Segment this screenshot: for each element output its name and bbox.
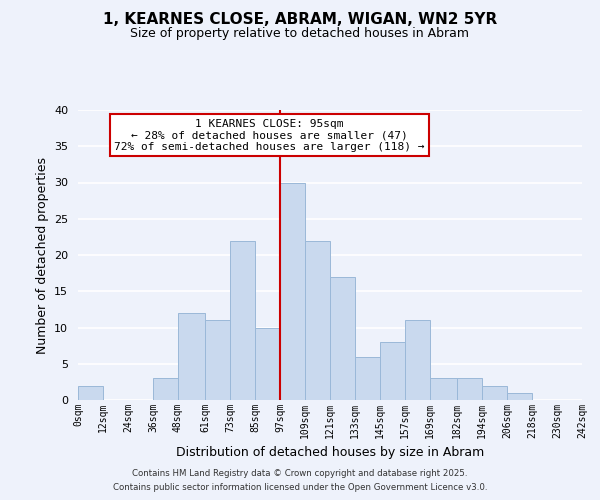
Bar bbox=[355, 356, 380, 400]
Text: 1, KEARNES CLOSE, ABRAM, WIGAN, WN2 5YR: 1, KEARNES CLOSE, ABRAM, WIGAN, WN2 5YR bbox=[103, 12, 497, 28]
Bar bbox=[280, 182, 305, 400]
Bar bbox=[255, 328, 280, 400]
Bar bbox=[78, 386, 103, 400]
Bar bbox=[205, 320, 230, 400]
Bar bbox=[405, 320, 430, 400]
Bar bbox=[153, 378, 178, 400]
Bar bbox=[457, 378, 482, 400]
Bar bbox=[230, 240, 255, 400]
Bar bbox=[330, 277, 355, 400]
Bar bbox=[305, 240, 330, 400]
Y-axis label: Number of detached properties: Number of detached properties bbox=[35, 156, 49, 354]
Bar bbox=[430, 378, 457, 400]
Bar bbox=[482, 386, 507, 400]
X-axis label: Distribution of detached houses by size in Abram: Distribution of detached houses by size … bbox=[176, 446, 484, 460]
Text: Contains public sector information licensed under the Open Government Licence v3: Contains public sector information licen… bbox=[113, 484, 487, 492]
Bar bbox=[380, 342, 405, 400]
Bar bbox=[178, 313, 205, 400]
Text: Contains HM Land Registry data © Crown copyright and database right 2025.: Contains HM Land Registry data © Crown c… bbox=[132, 468, 468, 477]
Text: 1 KEARNES CLOSE: 95sqm
← 28% of detached houses are smaller (47)
72% of semi-det: 1 KEARNES CLOSE: 95sqm ← 28% of detached… bbox=[114, 118, 425, 152]
Text: Size of property relative to detached houses in Abram: Size of property relative to detached ho… bbox=[131, 28, 470, 40]
Bar bbox=[507, 393, 532, 400]
